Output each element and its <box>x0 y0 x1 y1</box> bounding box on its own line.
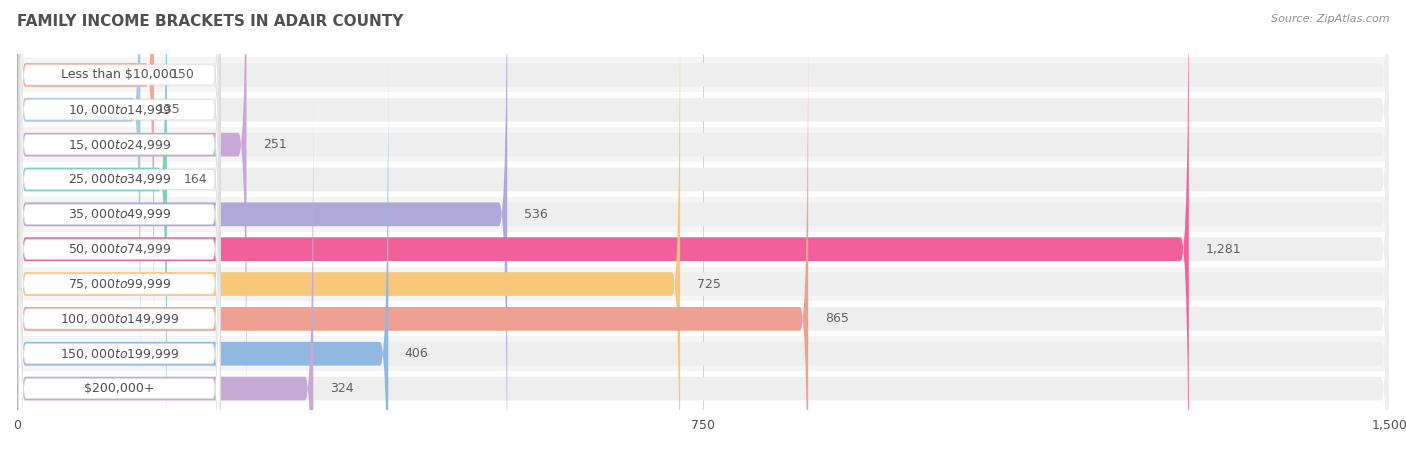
Text: 725: 725 <box>696 278 720 291</box>
Text: FAMILY INCOME BRACKETS IN ADAIR COUNTY: FAMILY INCOME BRACKETS IN ADAIR COUNTY <box>17 14 404 28</box>
Text: $50,000 to $74,999: $50,000 to $74,999 <box>67 242 172 256</box>
FancyBboxPatch shape <box>7 266 1399 302</box>
FancyBboxPatch shape <box>17 87 314 450</box>
Text: 150: 150 <box>170 68 194 81</box>
FancyBboxPatch shape <box>17 17 1389 450</box>
FancyBboxPatch shape <box>17 0 1389 412</box>
Text: 135: 135 <box>157 103 180 116</box>
Text: 324: 324 <box>330 382 353 395</box>
FancyBboxPatch shape <box>18 0 219 414</box>
Text: $75,000 to $99,999: $75,000 to $99,999 <box>67 277 172 291</box>
FancyBboxPatch shape <box>17 52 388 450</box>
FancyBboxPatch shape <box>17 0 1389 450</box>
FancyBboxPatch shape <box>17 0 1389 450</box>
FancyBboxPatch shape <box>7 162 1399 197</box>
Text: 251: 251 <box>263 138 287 151</box>
FancyBboxPatch shape <box>7 371 1399 406</box>
FancyBboxPatch shape <box>17 0 1389 446</box>
Text: 406: 406 <box>405 347 429 360</box>
Text: Source: ZipAtlas.com: Source: ZipAtlas.com <box>1271 14 1389 23</box>
FancyBboxPatch shape <box>18 0 219 450</box>
FancyBboxPatch shape <box>17 0 246 446</box>
Text: $150,000 to $199,999: $150,000 to $199,999 <box>59 347 179 361</box>
FancyBboxPatch shape <box>17 0 141 412</box>
FancyBboxPatch shape <box>18 85 219 450</box>
FancyBboxPatch shape <box>17 0 155 377</box>
FancyBboxPatch shape <box>7 302 1399 336</box>
Text: $15,000 to $24,999: $15,000 to $24,999 <box>67 138 172 152</box>
Text: $100,000 to $149,999: $100,000 to $149,999 <box>59 312 179 326</box>
FancyBboxPatch shape <box>18 50 219 450</box>
FancyBboxPatch shape <box>17 0 1189 450</box>
FancyBboxPatch shape <box>17 0 1389 377</box>
Text: 865: 865 <box>825 312 849 325</box>
FancyBboxPatch shape <box>18 15 219 450</box>
Text: 1,281: 1,281 <box>1205 243 1241 256</box>
FancyBboxPatch shape <box>7 92 1399 127</box>
Text: Less than $10,000: Less than $10,000 <box>62 68 177 81</box>
FancyBboxPatch shape <box>17 17 808 450</box>
FancyBboxPatch shape <box>18 0 219 450</box>
FancyBboxPatch shape <box>7 127 1399 162</box>
Text: $25,000 to $34,999: $25,000 to $34,999 <box>67 172 172 186</box>
FancyBboxPatch shape <box>18 0 219 448</box>
FancyBboxPatch shape <box>18 0 219 378</box>
FancyBboxPatch shape <box>7 232 1399 266</box>
Text: $10,000 to $14,999: $10,000 to $14,999 <box>67 103 172 117</box>
FancyBboxPatch shape <box>7 197 1399 232</box>
FancyBboxPatch shape <box>17 0 508 450</box>
FancyBboxPatch shape <box>17 0 1389 450</box>
Text: $200,000+: $200,000+ <box>84 382 155 395</box>
FancyBboxPatch shape <box>18 0 219 344</box>
FancyBboxPatch shape <box>7 336 1399 371</box>
FancyBboxPatch shape <box>17 0 167 450</box>
FancyBboxPatch shape <box>18 120 219 450</box>
FancyBboxPatch shape <box>17 0 681 450</box>
Text: 164: 164 <box>183 173 207 186</box>
Text: $35,000 to $49,999: $35,000 to $49,999 <box>67 207 172 221</box>
FancyBboxPatch shape <box>17 52 1389 450</box>
Text: 536: 536 <box>523 208 547 221</box>
FancyBboxPatch shape <box>17 87 1389 450</box>
FancyBboxPatch shape <box>17 0 1389 450</box>
FancyBboxPatch shape <box>7 58 1399 92</box>
